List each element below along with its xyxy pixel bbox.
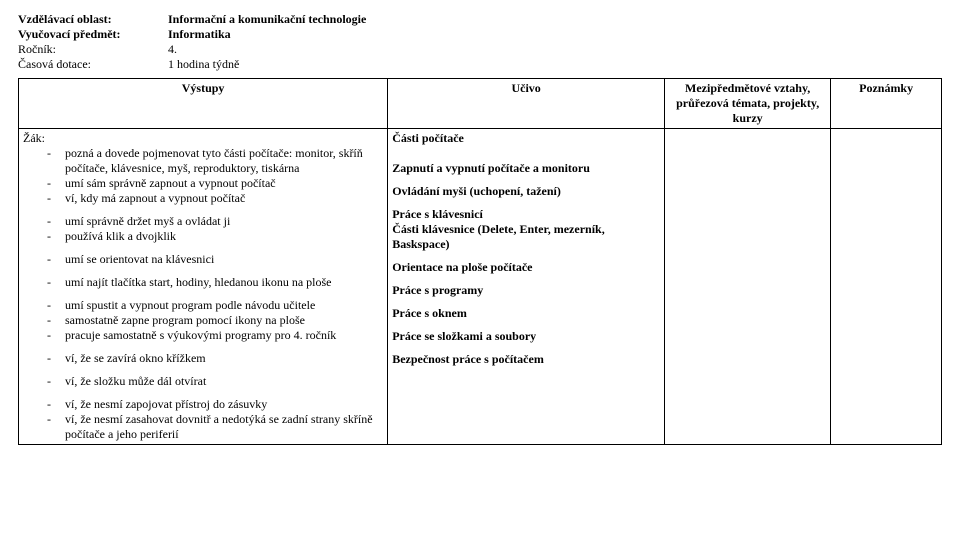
ucivo-block: Práce s oknem: [392, 306, 660, 321]
header-label: Časová dotace:: [18, 57, 168, 72]
ucivo-block: Části počítače Zapnutí a vypnutí počítač…: [392, 131, 660, 176]
vystupy-item: umí se orientovat na klávesnici: [47, 252, 383, 267]
header-value: 4.: [168, 42, 177, 57]
vystupy-item: ví, že se zavírá okno křížkem: [47, 351, 383, 366]
vystupy-list: ví, že složku může dál otvírat: [23, 374, 383, 389]
col-vystupy: Výstupy: [19, 79, 388, 129]
header-value: 1 hodina týdně: [168, 57, 239, 72]
header-label: Vzdělávací oblast:: [18, 12, 168, 27]
ucivo-line: Části počítače: [392, 131, 660, 146]
vystupy-item: ví, kdy má zapnout a vypnout počítač: [47, 191, 383, 206]
ucivo-block: Práce s programy: [392, 283, 660, 298]
ucivo-line: Ovládání myši (uchopení, tažení): [392, 184, 660, 199]
ucivo-line: Práce s oknem: [392, 306, 660, 321]
curriculum-table: Výstupy Učivo Mezipředmětové vztahy, prů…: [18, 78, 942, 445]
zak-label: Žák:: [23, 131, 383, 146]
vystupy-list: pozná a dovede pojmenovat tyto části poč…: [23, 146, 383, 206]
ucivo-line: Orientace na ploše počítače: [392, 260, 660, 275]
header-row: Vzdělávací oblast:Informační a komunikač…: [18, 12, 942, 27]
table-body-row: Žák:pozná a dovede pojmenovat tyto části…: [19, 129, 942, 445]
vystupy-item: samostatně zapne program pomocí ikony na…: [47, 313, 383, 328]
vystupy-item: umí správně držet myš a ovládat ji: [47, 214, 383, 229]
cell-vystupy: Žák:pozná a dovede pojmenovat tyto části…: [19, 129, 388, 445]
cell-poznamky: [831, 129, 942, 445]
header-label: Ročník:: [18, 42, 168, 57]
header-value: Informační a komunikační technologie: [168, 12, 366, 27]
vystupy-item: ví, že nesmí zapojovat přístroj do zásuv…: [47, 397, 383, 412]
vystupy-list: ví, že nesmí zapojovat přístroj do zásuv…: [23, 397, 383, 442]
col-poznamky: Poznámky: [831, 79, 942, 129]
vystupy-item: umí najít tlačítka start, hodiny, hledan…: [47, 275, 383, 290]
header-block: Vzdělávací oblast:Informační a komunikač…: [18, 12, 942, 72]
cell-ucivo: Části počítače Zapnutí a vypnutí počítač…: [388, 129, 665, 445]
vystupy-item: ví, že složku může dál otvírat: [47, 374, 383, 389]
vystupy-list: ví, že se zavírá okno křížkem: [23, 351, 383, 366]
ucivo-line: Bezpečnost práce s počítačem: [392, 352, 660, 367]
ucivo-block: Ovládání myši (uchopení, tažení): [392, 184, 660, 199]
header-label: Vyučovací předmět:: [18, 27, 168, 42]
table-header-row: Výstupy Učivo Mezipředmětové vztahy, prů…: [19, 79, 942, 129]
col-mezip: Mezipředmětové vztahy, průřezová témata,…: [665, 79, 831, 129]
vystupy-item: pracuje samostatně s výukovými programy …: [47, 328, 383, 343]
ucivo-line: [392, 146, 660, 161]
vystupy-item: pozná a dovede pojmenovat tyto části poč…: [47, 146, 383, 176]
vystupy-list: umí se orientovat na klávesnici: [23, 252, 383, 267]
ucivo-line: Části klávesnice (Delete, Enter, mezerní…: [392, 222, 660, 252]
header-row: Časová dotace:1 hodina týdně: [18, 57, 942, 72]
vystupy-list: umí najít tlačítka start, hodiny, hledan…: [23, 275, 383, 290]
header-value: Informatika: [168, 27, 231, 42]
ucivo-block: Orientace na ploše počítače: [392, 260, 660, 275]
ucivo-block: Práce s klávesnicíČásti klávesnice (Dele…: [392, 207, 660, 252]
vystupy-item: umí sám správně zapnout a vypnout počíta…: [47, 176, 383, 191]
header-row: Ročník:4.: [18, 42, 942, 57]
header-row: Vyučovací předmět:Informatika: [18, 27, 942, 42]
vystupy-item: používá klik a dvojklik: [47, 229, 383, 244]
col-ucivo: Učivo: [388, 79, 665, 129]
ucivo-block: Práce se složkami a soubory: [392, 329, 660, 344]
vystupy-item: ví, že nesmí zasahovat dovnitř a nedotýk…: [47, 412, 383, 442]
ucivo-line: Práce se složkami a soubory: [392, 329, 660, 344]
ucivo-line: Práce s programy: [392, 283, 660, 298]
vystupy-item: umí spustit a vypnout program podle návo…: [47, 298, 383, 313]
ucivo-line: Práce s klávesnicí: [392, 207, 660, 222]
vystupy-list: umí spustit a vypnout program podle návo…: [23, 298, 383, 343]
vystupy-list: umí správně držet myš a ovládat jipoužív…: [23, 214, 383, 244]
ucivo-line: Zapnutí a vypnutí počítače a monitoru: [392, 161, 660, 176]
ucivo-block: Bezpečnost práce s počítačem: [392, 352, 660, 367]
cell-mezip: [665, 129, 831, 445]
